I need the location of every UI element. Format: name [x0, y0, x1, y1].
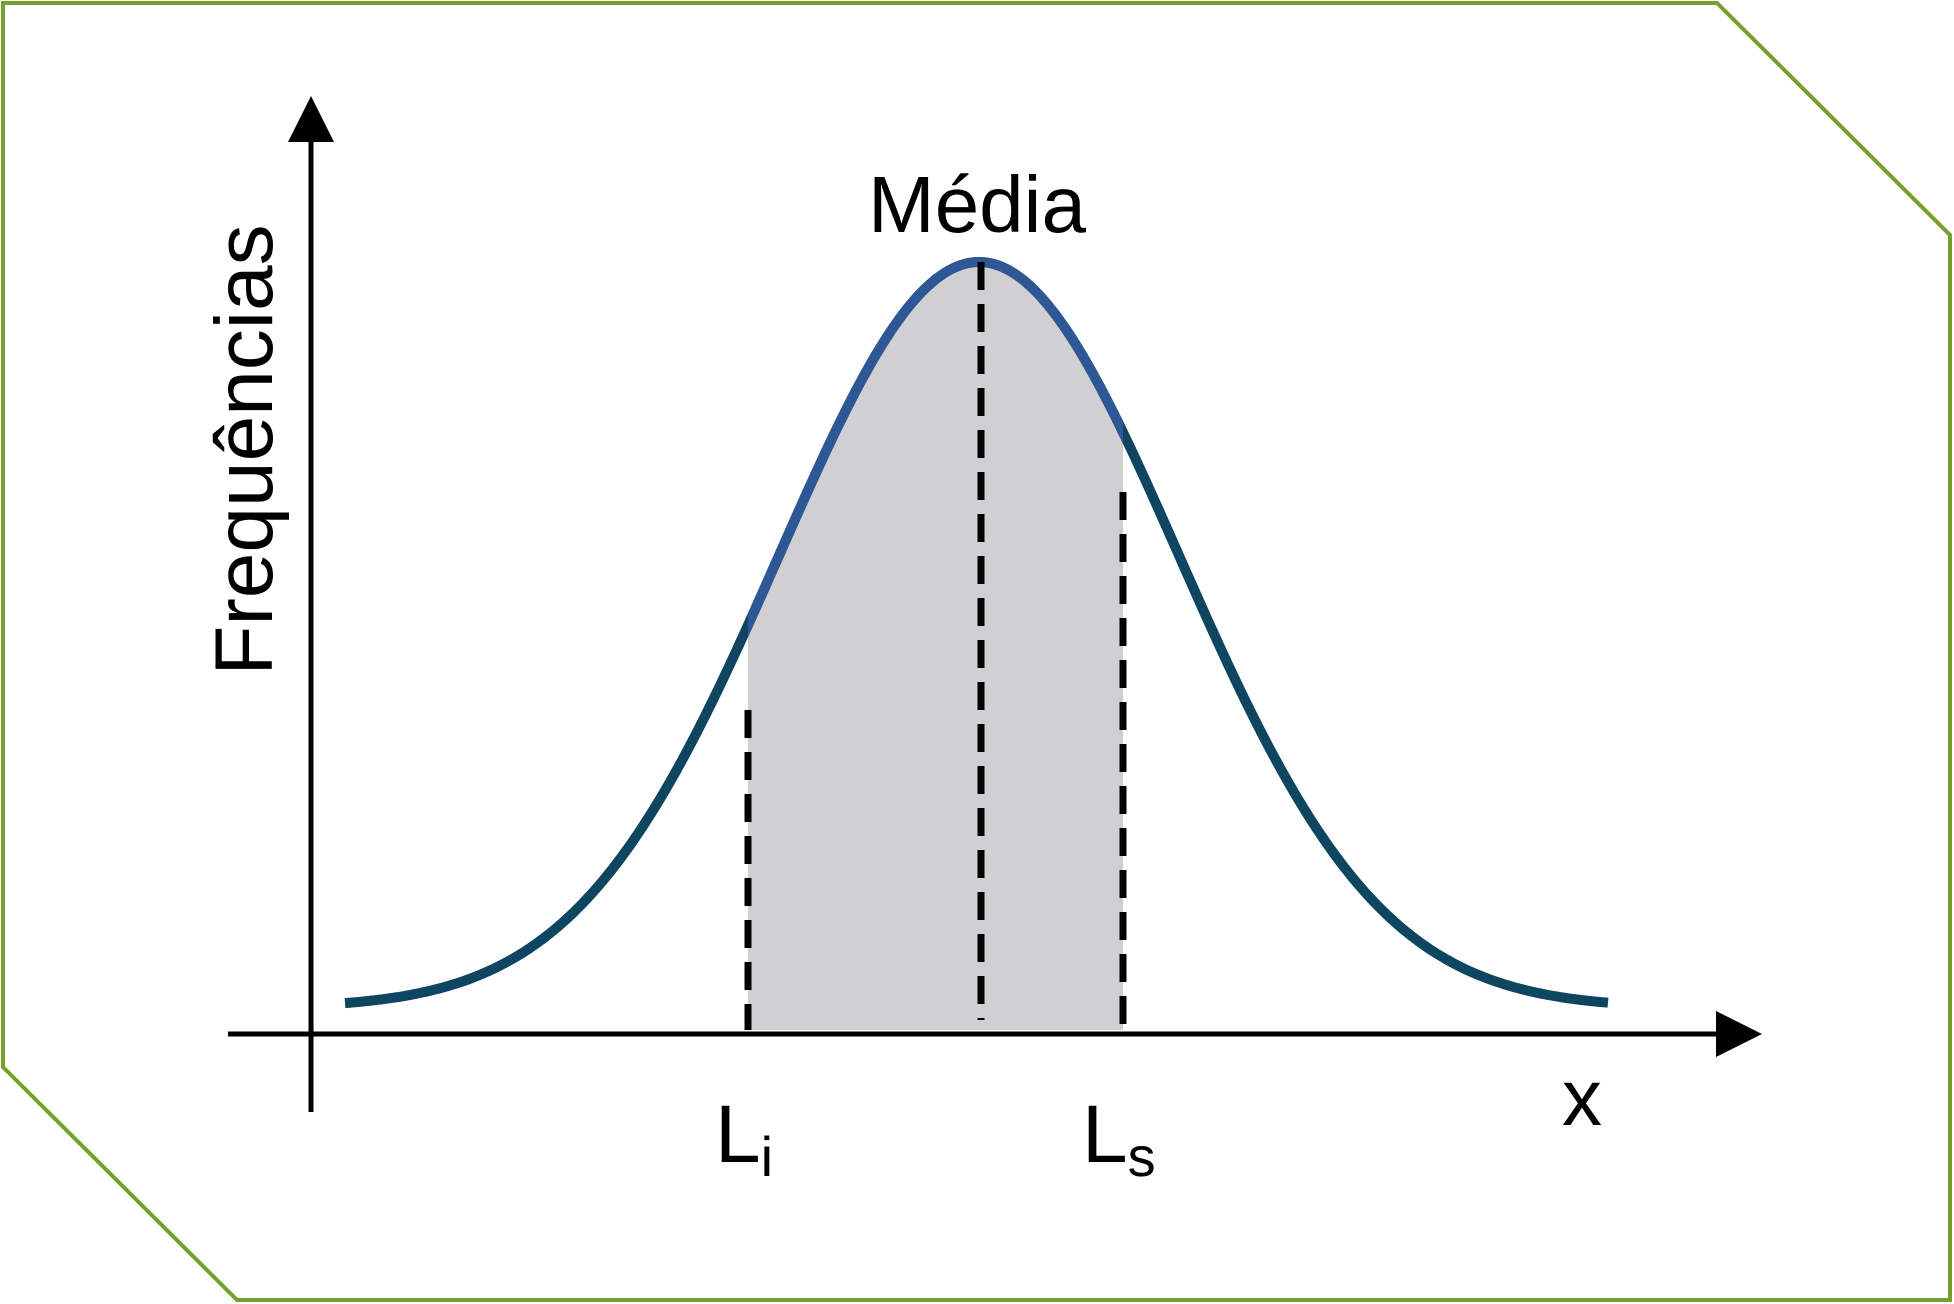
upper-limit-label: Ls [1082, 1089, 1156, 1188]
shaded-area [748, 262, 1123, 1030]
y-axis-label: Frequências [199, 224, 290, 675]
mean-label: Média [868, 160, 1086, 249]
lower-limit-subscript: i [761, 1125, 773, 1188]
curve-highlight-segment [748, 257, 1123, 638]
y-axis-arrowhead [288, 96, 334, 142]
upper-limit-subscript: s [1128, 1125, 1156, 1188]
upper-limit-letter: L [1082, 1089, 1128, 1180]
x-axis-label: x [1562, 1053, 1602, 1142]
lower-limit-label: Li [715, 1089, 773, 1188]
x-axis-arrowhead [1716, 1011, 1762, 1057]
lower-limit-letter: L [715, 1089, 761, 1180]
